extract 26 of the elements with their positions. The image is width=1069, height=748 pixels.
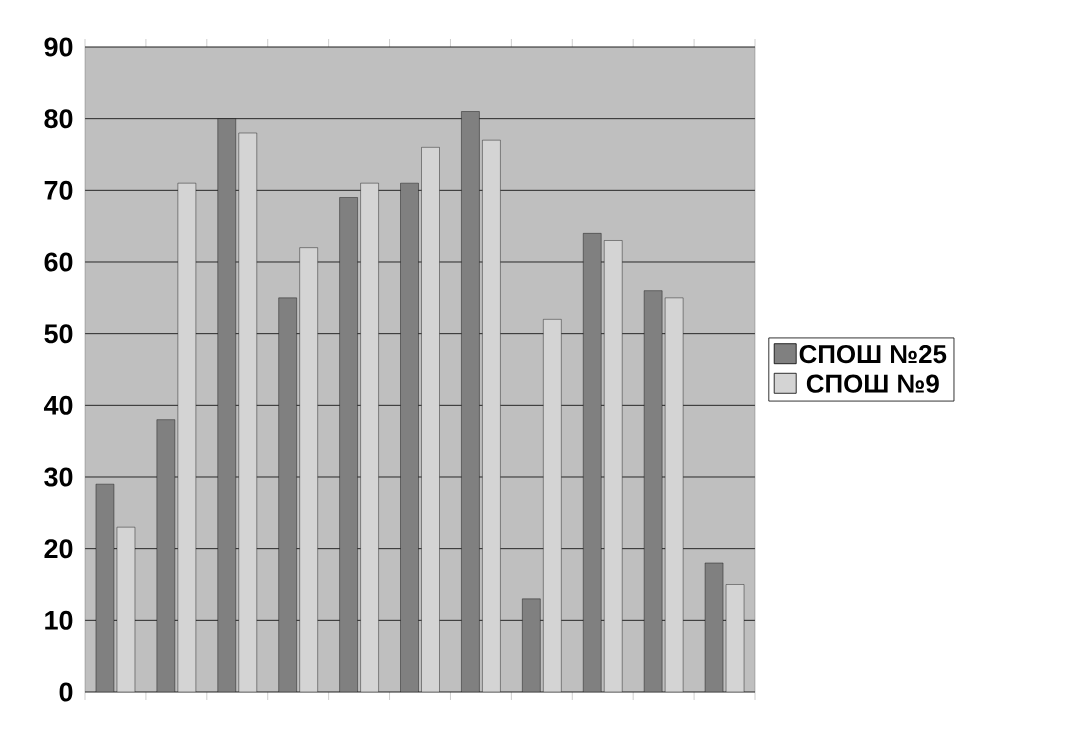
bar bbox=[278, 297, 297, 692]
y-tick-label: 70 bbox=[44, 180, 73, 200]
y-tick-label: 20 bbox=[44, 539, 73, 559]
bar bbox=[543, 319, 562, 692]
bar bbox=[583, 233, 602, 692]
bar bbox=[522, 598, 541, 692]
bar bbox=[238, 132, 257, 692]
bar bbox=[400, 182, 419, 692]
y-tick-label: 90 bbox=[44, 37, 73, 57]
legend-label: СПОШ №25 bbox=[799, 344, 947, 364]
bar bbox=[299, 247, 318, 692]
y-tick-label: 40 bbox=[43, 395, 73, 415]
y-tick-label: 0 bbox=[59, 682, 73, 702]
bar bbox=[217, 118, 236, 692]
y-tick-label: 80 bbox=[44, 109, 73, 129]
bar bbox=[421, 147, 440, 692]
y-tick-label: 30 bbox=[44, 467, 73, 487]
bar bbox=[482, 139, 501, 692]
bar bbox=[339, 197, 358, 692]
bar bbox=[604, 240, 623, 692]
y-tick-label: 50 bbox=[44, 324, 73, 344]
bar bbox=[461, 111, 480, 692]
y-tick-label: 60 bbox=[44, 252, 73, 272]
bar bbox=[360, 182, 379, 692]
y-tick-label: 10 bbox=[45, 610, 73, 630]
legend-label: СПОШ №9 bbox=[806, 374, 939, 393]
